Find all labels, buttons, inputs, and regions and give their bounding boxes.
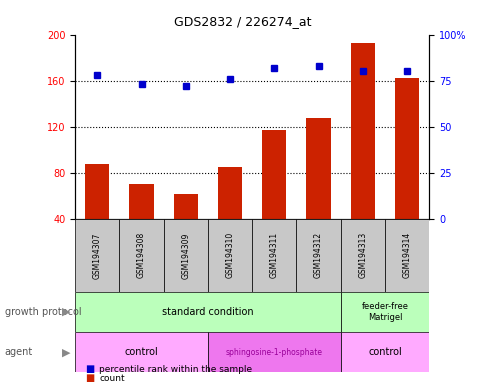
Text: GSM194307: GSM194307: [92, 232, 102, 278]
Bar: [217, 167, 242, 219]
Text: feeder-free
Matrigel: feeder-free Matrigel: [361, 302, 408, 322]
Text: growth protocol: growth protocol: [5, 307, 81, 317]
Text: count: count: [99, 374, 125, 383]
Text: GDS2832 / 226274_at: GDS2832 / 226274_at: [173, 15, 311, 28]
Bar: [350, 43, 374, 219]
Bar: [129, 184, 153, 219]
Text: agent: agent: [5, 347, 33, 358]
Text: percentile rank within the sample: percentile rank within the sample: [99, 365, 252, 374]
Text: GSM194313: GSM194313: [358, 232, 366, 278]
Text: control: control: [367, 347, 401, 358]
Bar: [384, 219, 428, 292]
Text: GSM194314: GSM194314: [402, 232, 411, 278]
Text: control: control: [124, 347, 158, 358]
Text: GSM194312: GSM194312: [314, 232, 322, 278]
Text: ■: ■: [85, 364, 94, 374]
Text: GSM194310: GSM194310: [225, 232, 234, 278]
Bar: [306, 118, 330, 219]
Bar: [208, 332, 340, 372]
Bar: [173, 194, 197, 219]
Bar: [85, 164, 109, 219]
Bar: [208, 219, 252, 292]
Bar: [119, 219, 164, 292]
Text: sphingosine-1-phosphate: sphingosine-1-phosphate: [226, 348, 322, 357]
Bar: [340, 332, 428, 372]
Bar: [340, 292, 428, 332]
Text: ▶: ▶: [61, 307, 70, 317]
Bar: [75, 332, 208, 372]
Bar: [75, 219, 119, 292]
Bar: [252, 219, 296, 292]
Bar: [262, 130, 286, 219]
Text: standard condition: standard condition: [162, 307, 253, 317]
Bar: [75, 292, 340, 332]
Text: GSM194309: GSM194309: [181, 232, 190, 278]
Text: ▶: ▶: [61, 347, 70, 358]
Text: GSM194311: GSM194311: [269, 232, 278, 278]
Bar: [296, 219, 340, 292]
Bar: [340, 219, 384, 292]
Bar: [164, 219, 208, 292]
Bar: [394, 78, 418, 219]
Text: ■: ■: [85, 373, 94, 383]
Text: GSM194308: GSM194308: [137, 232, 146, 278]
